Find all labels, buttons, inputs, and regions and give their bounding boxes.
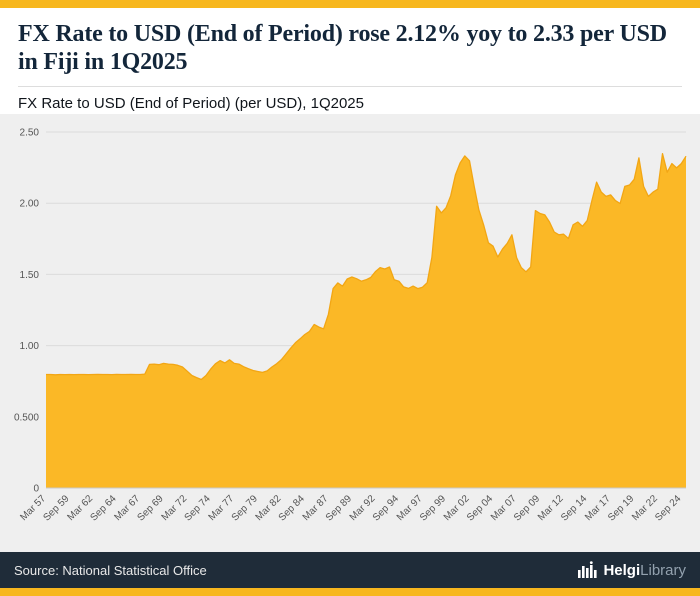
helgi-logo-icon: [578, 561, 598, 578]
chart-subtitle: FX Rate to USD (End of Period) (per USD)…: [18, 94, 364, 112]
series-line: [46, 152, 687, 381]
brand-name-light: Library: [640, 561, 686, 579]
y-tick-label: 1.00: [20, 341, 40, 352]
y-tick-label: 2.50: [20, 128, 40, 139]
y-tick-label: 0: [33, 484, 39, 495]
y-tick-label: 0.500: [14, 412, 39, 423]
bottom-accent-bar: [0, 588, 700, 596]
footer: Source: National Statistical Office Helg…: [0, 552, 700, 588]
brand-name-bold: Helgi: [603, 561, 641, 579]
source-text: Source: National Statistical Office: [14, 562, 207, 578]
header: FX Rate to USD (End of Period) rose 2.12…: [0, 8, 700, 114]
top-accent-bar: [0, 0, 700, 8]
y-tick-label: 2.00: [20, 199, 40, 210]
area-series: [46, 153, 686, 488]
page-title: FX Rate to USD (End of Period) rose 2.12…: [18, 21, 667, 76]
header-divider: [18, 85, 682, 87]
chart-section: 0 0.500 1.00 1.50 2.00 2.50 Mar 57 Sep 59 Mar 62…: [0, 114, 700, 552]
y-tick-label: 1.50: [20, 270, 40, 281]
helgi-library-logo[interactable]: Helgi Library: [577, 561, 686, 579]
